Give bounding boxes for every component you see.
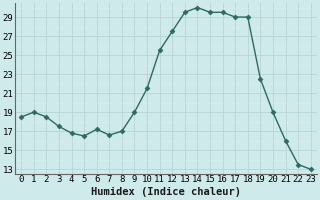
X-axis label: Humidex (Indice chaleur): Humidex (Indice chaleur): [91, 187, 241, 197]
